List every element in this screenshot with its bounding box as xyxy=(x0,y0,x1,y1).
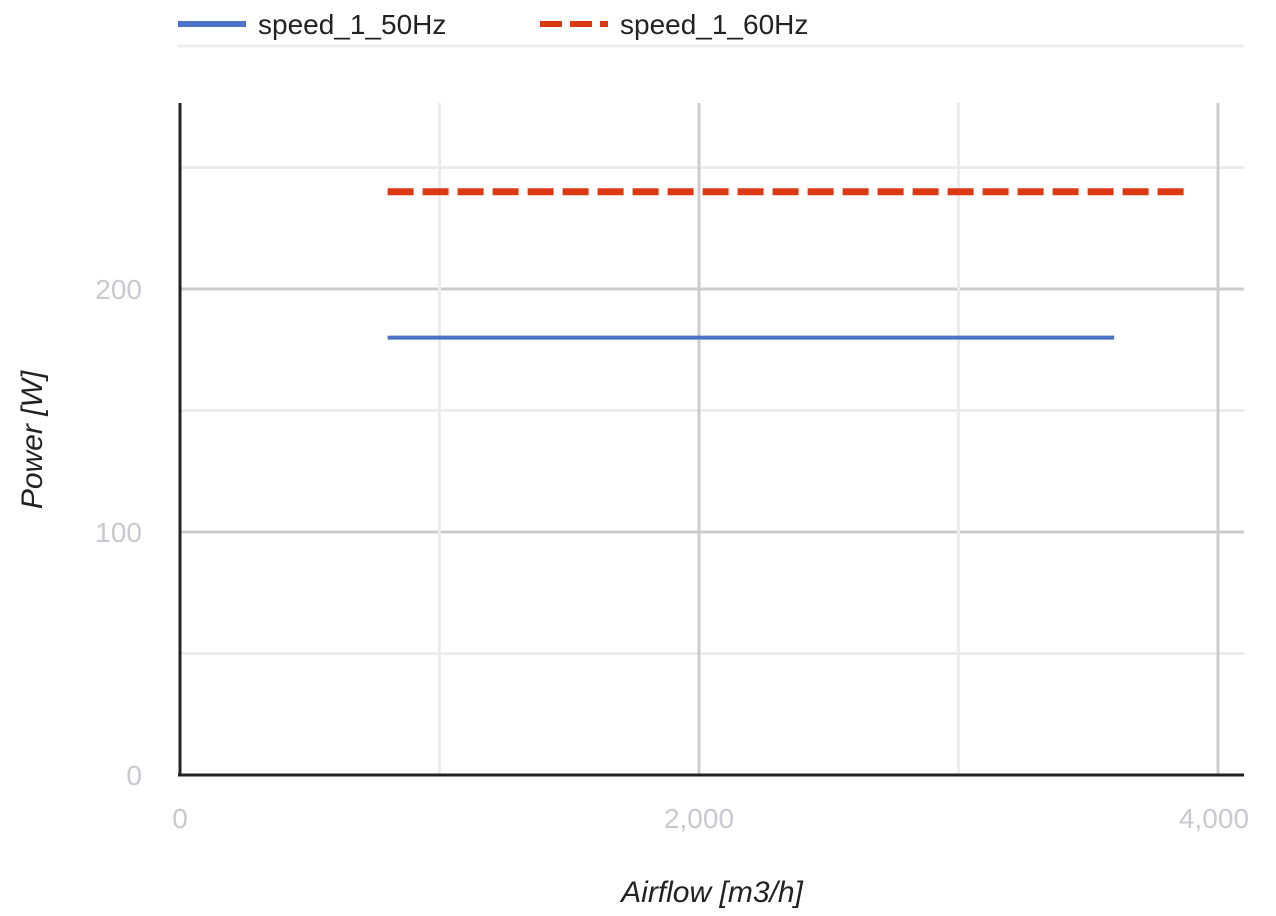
legend-label-speed-1-50hz: speed_1_50Hz xyxy=(258,9,446,40)
legend-label-speed-1-60hz: speed_1_60Hz xyxy=(620,9,808,40)
y-tick-label: 0 xyxy=(126,760,142,791)
x-tick-label: 4,000 xyxy=(1179,803,1249,834)
gridlines xyxy=(180,103,1244,775)
y-axis-title: Power [W] xyxy=(16,370,49,509)
legend: speed_1_50Hz speed_1_60Hz xyxy=(178,9,1244,48)
x-tick-label: 0 xyxy=(172,803,188,834)
y-tick-label: 100 xyxy=(95,517,142,548)
y-tick-label: 200 xyxy=(95,274,142,305)
tick-labels: 0 100 200 0 2,000 4,000 xyxy=(95,274,1249,834)
x-axis-title: Airflow [m3/h] xyxy=(619,876,803,909)
x-tick-label: 2,000 xyxy=(664,803,734,834)
series-lines xyxy=(387,188,1193,340)
